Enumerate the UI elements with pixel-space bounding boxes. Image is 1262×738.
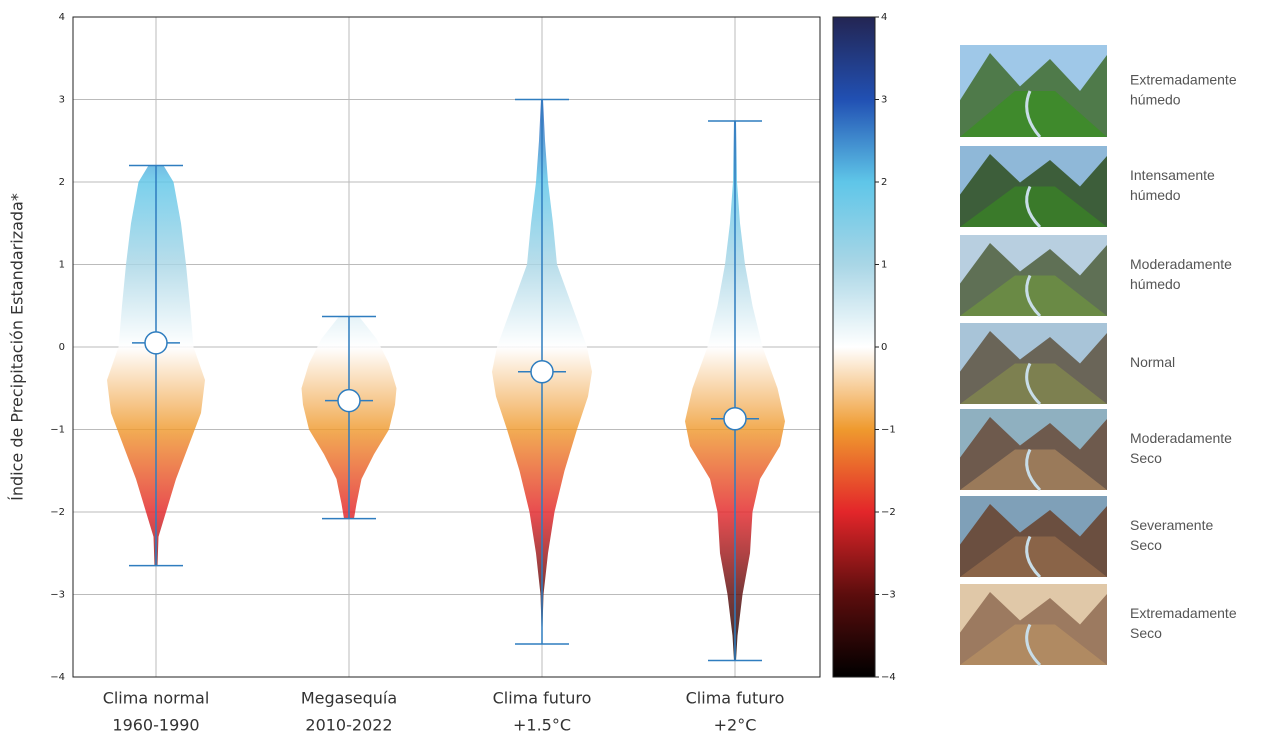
- x-tick-label: Clima futuro: [493, 689, 592, 708]
- mean-marker: [724, 408, 746, 430]
- landscape-image: [960, 584, 1107, 665]
- landscape-label: húmedo: [1130, 187, 1181, 203]
- landscape-label: Moderadamente: [1130, 430, 1232, 446]
- landscape-label: Severamente: [1130, 517, 1213, 533]
- x-tick-label: 1960-1990: [112, 716, 199, 735]
- landscape-label: Intensamente: [1130, 167, 1215, 183]
- y-axis-label: Índice de Precipitación Estandarizada*: [8, 193, 27, 501]
- landscape-label: Normal: [1130, 354, 1175, 370]
- y-tick-label: 2: [59, 177, 65, 188]
- y-tick-label: −2: [50, 507, 65, 518]
- mean-marker: [531, 361, 553, 383]
- landscape-image: [960, 146, 1107, 227]
- x-tick-label: Clima normal: [103, 689, 210, 708]
- y-tick-label: −4: [50, 672, 65, 683]
- colorbar-tick-label: 2: [881, 177, 887, 188]
- landscape-label: Seco: [1130, 625, 1162, 641]
- x-tick-label: Clima futuro: [686, 689, 785, 708]
- x-tick-label: Megasequía: [301, 689, 397, 708]
- landscape-label: Seco: [1130, 450, 1162, 466]
- x-tick-label: 2010-2022: [305, 716, 392, 735]
- x-tick-label: +1.5°C: [513, 716, 571, 735]
- colorbar-tick-label: −1: [881, 425, 896, 436]
- colorbar-tick-label: −2: [881, 507, 896, 518]
- landscape-label: Extremadamente: [1130, 72, 1237, 88]
- landscape-image: [960, 409, 1107, 490]
- landscape-image: [960, 235, 1107, 316]
- x-tick-label: +2°C: [714, 716, 757, 735]
- landscape-image: [960, 323, 1107, 404]
- colorbar-tick-label: −4: [881, 672, 896, 683]
- landscape-label: húmedo: [1130, 276, 1181, 292]
- colorbar-tick-label: 4: [881, 12, 887, 23]
- colorbar-tick-label: −3: [881, 590, 896, 601]
- mean-marker: [145, 332, 167, 354]
- chart: Índice de Precipitación Estandarizada* −…: [0, 0, 1262, 738]
- landscape-label: Seco: [1130, 537, 1162, 553]
- y-tick-label: 0: [59, 342, 65, 353]
- colorbar-tick-label: 0: [881, 342, 887, 353]
- y-tick-label: 4: [59, 12, 65, 23]
- colorbar-tick-label: 3: [881, 95, 887, 106]
- colorbar-tick-label: 1: [881, 260, 887, 271]
- y-tick-label: 3: [59, 95, 65, 106]
- y-tick-label: −3: [50, 590, 65, 601]
- landscape-label: Extremadamente: [1130, 605, 1237, 621]
- y-tick-label: 1: [59, 260, 65, 271]
- landscape-image: [960, 496, 1107, 577]
- landscape-label: húmedo: [1130, 92, 1181, 108]
- landscape-image: [960, 45, 1107, 137]
- mean-marker: [338, 390, 360, 412]
- y-tick-label: −1: [50, 425, 65, 436]
- colorbar: [833, 17, 875, 677]
- landscape-label: Moderadamente: [1130, 256, 1232, 272]
